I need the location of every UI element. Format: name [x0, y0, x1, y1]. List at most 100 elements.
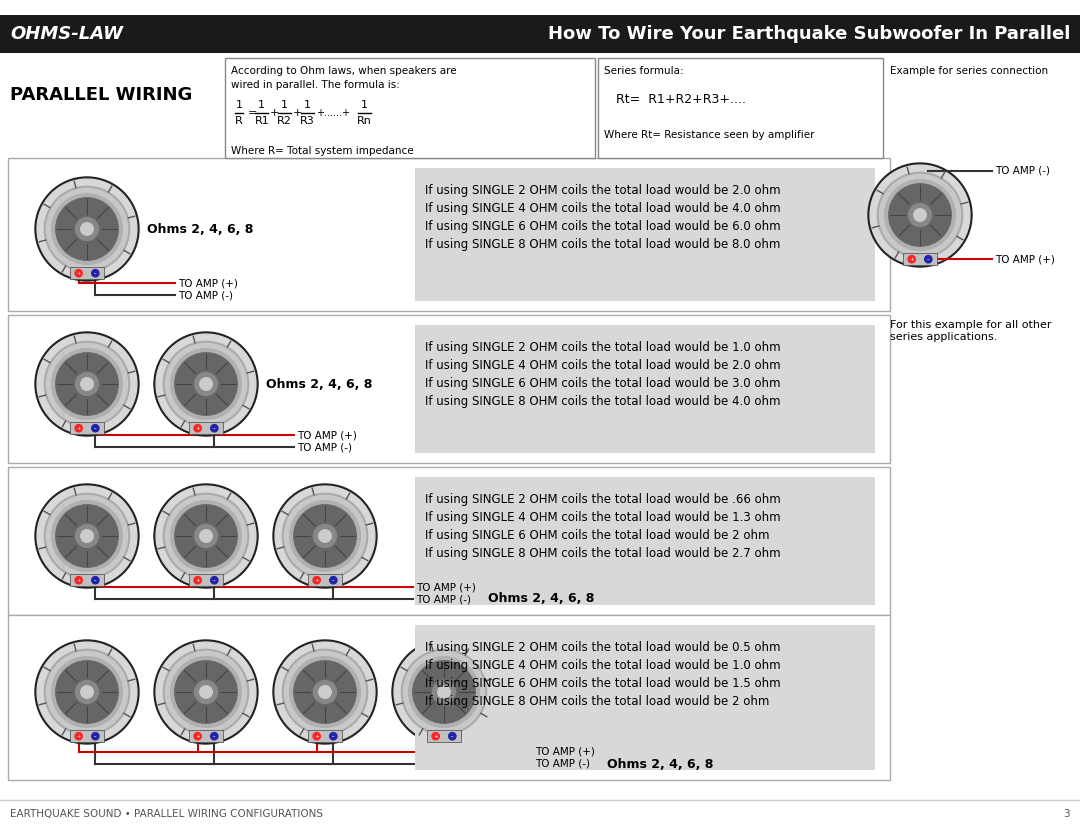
Circle shape — [448, 732, 456, 740]
FancyBboxPatch shape — [598, 58, 883, 158]
Circle shape — [282, 494, 367, 579]
Text: TO AMP (+): TO AMP (+) — [178, 278, 239, 288]
Circle shape — [294, 505, 356, 567]
Circle shape — [194, 525, 217, 547]
Circle shape — [329, 576, 337, 584]
Circle shape — [154, 640, 258, 744]
Text: Ohms 2, 4, 6, 8: Ohms 2, 4, 6, 8 — [147, 223, 254, 235]
FancyBboxPatch shape — [8, 315, 890, 463]
Circle shape — [413, 661, 475, 723]
Circle shape — [908, 255, 916, 263]
Text: TO AMP (+): TO AMP (+) — [995, 254, 1055, 264]
FancyBboxPatch shape — [8, 467, 890, 615]
Circle shape — [92, 732, 99, 740]
FancyBboxPatch shape — [309, 730, 341, 742]
FancyBboxPatch shape — [8, 615, 890, 780]
Circle shape — [289, 500, 361, 571]
Circle shape — [92, 576, 99, 584]
Text: Series formula:: Series formula: — [604, 66, 684, 76]
FancyBboxPatch shape — [309, 574, 341, 586]
Circle shape — [163, 494, 248, 579]
Circle shape — [157, 642, 256, 742]
Circle shape — [273, 640, 377, 744]
Text: -: - — [451, 733, 454, 739]
Text: OHMS-LAW: OHMS-LAW — [10, 25, 123, 43]
Circle shape — [282, 650, 367, 735]
Circle shape — [171, 656, 241, 727]
Circle shape — [44, 650, 130, 735]
Circle shape — [46, 495, 127, 576]
Text: 1: 1 — [281, 100, 288, 110]
Text: If using SINGLE 8 OHM coils the total load would be 4.0 ohm: If using SINGLE 8 OHM coils the total lo… — [426, 395, 781, 408]
Circle shape — [44, 341, 130, 427]
FancyBboxPatch shape — [903, 253, 936, 265]
FancyBboxPatch shape — [428, 730, 461, 742]
Text: -: - — [94, 425, 96, 431]
Text: +: + — [195, 734, 200, 739]
Text: -: - — [213, 577, 216, 583]
Text: Ohms 2, 4, 6, 8: Ohms 2, 4, 6, 8 — [488, 592, 595, 605]
Circle shape — [165, 495, 246, 576]
Circle shape — [75, 732, 82, 740]
Text: If using SINGLE 2 OHM coils the total load would be 1.0 ohm: If using SINGLE 2 OHM coils the total lo… — [426, 341, 781, 354]
Circle shape — [165, 344, 246, 425]
Circle shape — [35, 177, 139, 281]
Text: -: - — [332, 733, 335, 739]
Circle shape — [81, 686, 93, 698]
Text: -: - — [94, 577, 96, 583]
Circle shape — [56, 505, 118, 567]
Text: +: + — [314, 734, 319, 739]
Circle shape — [37, 486, 137, 586]
Circle shape — [52, 656, 122, 727]
FancyBboxPatch shape — [415, 168, 875, 301]
Circle shape — [56, 353, 118, 415]
Circle shape — [194, 576, 201, 584]
Text: +: + — [77, 734, 81, 739]
FancyBboxPatch shape — [0, 15, 1080, 53]
Text: If using SINGLE 6 OHM coils the total load would be 2 ohm: If using SINGLE 6 OHM coils the total lo… — [426, 529, 769, 542]
Text: =: = — [247, 108, 257, 118]
Circle shape — [433, 681, 456, 703]
Circle shape — [76, 373, 98, 395]
Text: TO AMP (-): TO AMP (-) — [536, 759, 591, 769]
FancyBboxPatch shape — [70, 422, 104, 435]
FancyBboxPatch shape — [70, 574, 104, 586]
Text: +: + — [433, 734, 438, 739]
Circle shape — [313, 525, 337, 547]
FancyBboxPatch shape — [8, 158, 890, 311]
Circle shape — [200, 530, 213, 542]
Circle shape — [37, 179, 137, 279]
Circle shape — [56, 661, 118, 723]
Text: Rn: Rn — [356, 116, 372, 126]
Circle shape — [200, 378, 213, 390]
Circle shape — [163, 341, 248, 427]
Text: If using SINGLE 4 OHM coils the total load would be 1.0 ohm: If using SINGLE 4 OHM coils the total lo… — [426, 659, 781, 672]
Circle shape — [44, 494, 130, 579]
Text: TO AMP (-): TO AMP (-) — [416, 594, 471, 604]
Circle shape — [81, 530, 93, 542]
Text: R2: R2 — [278, 116, 292, 126]
Text: +: + — [293, 108, 302, 118]
Circle shape — [92, 425, 99, 432]
Text: -: - — [213, 733, 216, 739]
Text: TO AMP (-): TO AMP (-) — [178, 290, 233, 300]
Text: If using SINGLE 2 OHM coils the total load would be 0.5 ohm: If using SINGLE 2 OHM coils the total lo… — [426, 641, 781, 654]
Text: TO AMP (+): TO AMP (+) — [297, 430, 357, 440]
Text: Ohms 2, 4, 6, 8: Ohms 2, 4, 6, 8 — [266, 378, 373, 390]
Text: If using SINGLE 8 OHM coils the total load would be 2 ohm: If using SINGLE 8 OHM coils the total lo… — [426, 695, 769, 708]
FancyBboxPatch shape — [70, 267, 104, 279]
Circle shape — [885, 179, 956, 250]
Text: -: - — [927, 256, 930, 262]
Text: 1: 1 — [303, 100, 311, 110]
Text: According to Ohm laws, when speakers are: According to Ohm laws, when speakers are — [231, 66, 457, 76]
Circle shape — [46, 188, 127, 269]
Text: TO AMP (+): TO AMP (+) — [536, 747, 595, 757]
Text: EARTHQUAKE SOUND • PARALLEL WIRING CONFIGURATIONS: EARTHQUAKE SOUND • PARALLEL WIRING CONFI… — [10, 809, 323, 819]
FancyBboxPatch shape — [189, 730, 222, 742]
Circle shape — [319, 530, 332, 542]
Text: If using SINGLE 6 OHM coils the total load would be 6.0 ohm: If using SINGLE 6 OHM coils the total lo… — [426, 220, 781, 233]
Circle shape — [319, 686, 332, 698]
Circle shape — [868, 163, 972, 267]
Circle shape — [313, 576, 321, 584]
Text: +......+: +......+ — [315, 108, 350, 118]
